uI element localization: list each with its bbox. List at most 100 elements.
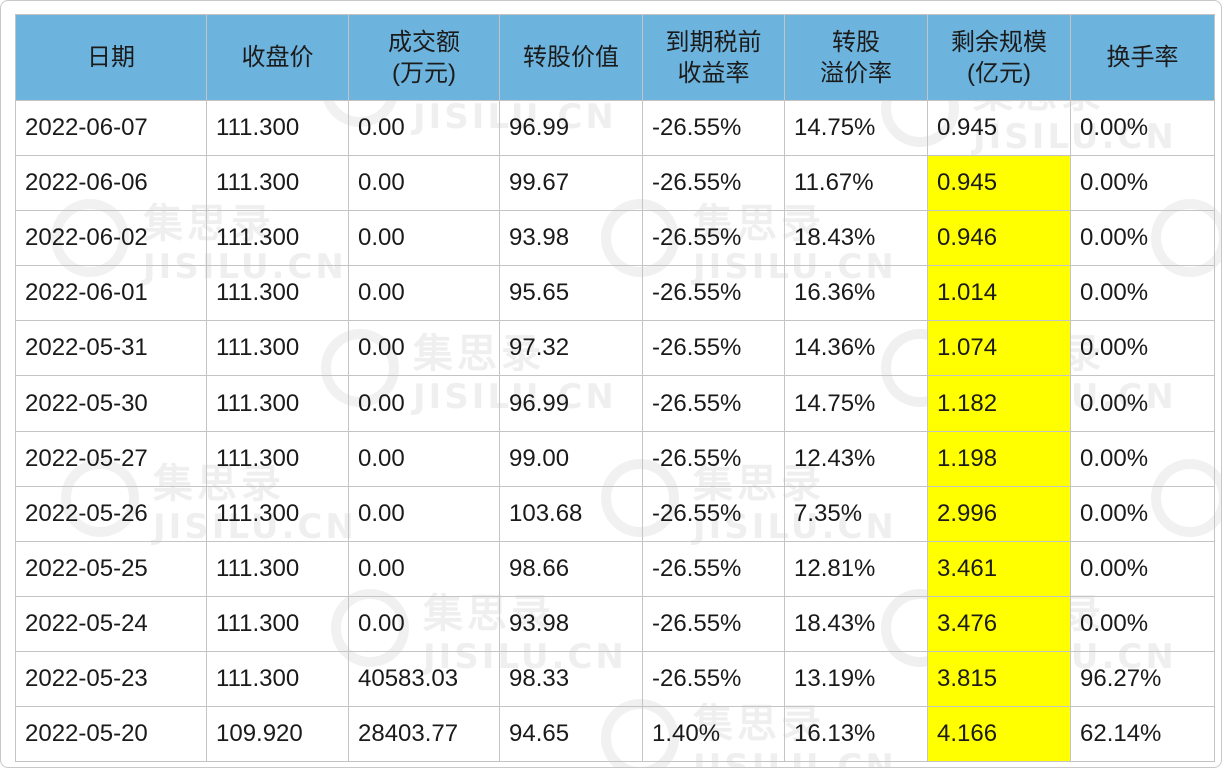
cell-turnover: 0.00% [1070,485,1215,542]
header-label-line1: 成交额 [388,28,460,56]
cell-ytm: -26.55% [642,265,785,322]
cell-premium: 14.75% [784,99,928,157]
header-label-line2: (万元) [392,59,456,87]
header-turnover[interactable]: 换手率 [1070,14,1215,101]
cell-volume: 28403.77 [348,706,500,763]
cell-close: 111.300 [206,210,349,267]
cell-conv-value: 94.65 [499,706,643,763]
cell-close: 111.300 [206,540,349,597]
cell-premium: 11.67% [784,155,928,212]
cell-turnover: 0.00% [1070,155,1215,212]
cell-date: 2022-05-31 [15,320,207,377]
cell-premium: 14.36% [784,320,928,377]
cell-ytm: -26.55% [642,375,785,432]
cell-close: 111.300 [206,155,349,212]
cell-premium: 12.43% [784,430,928,487]
cell-conv-value: 98.66 [499,540,643,597]
cell-turnover: 0.00% [1070,540,1215,597]
cell-volume: 0.00 [348,210,500,267]
cell-turnover: 0.00% [1070,265,1215,322]
cell-date: 2022-06-06 [15,155,207,212]
header-volume[interactable]: 成交额 (万元) [348,14,500,101]
cell-conv-value: 95.65 [499,265,643,322]
cell-date: 2022-06-07 [15,99,207,157]
cell-volume: 0.00 [348,540,500,597]
cell-premium: 18.43% [784,210,928,267]
cell-ytm: -26.55% [642,430,785,487]
cell-ytm: -26.55% [642,540,785,597]
cell-conv-value: 99.00 [499,430,643,487]
cell-date: 2022-05-30 [15,375,207,432]
cell-turnover: 0.00% [1070,210,1215,267]
cell-close: 109.920 [206,706,349,763]
cell-remaining: 0.945 [927,155,1071,212]
header-premium[interactable]: 转股 溢价率 [784,14,928,101]
header-label-line1: 转股价值 [523,44,619,71]
cell-volume: 0.00 [348,265,500,322]
cell-close: 111.300 [206,265,349,322]
cell-premium: 13.19% [784,650,928,708]
cell-premium: 18.43% [784,595,928,652]
cell-premium: 12.81% [784,540,928,597]
table-row: 2022-05-25 111.300 0.00 98.66 -26.55% 12.81% 3… [15,540,1215,597]
table-row: 2022-05-24 111.300 0.00 93.98 -26.55% 18.43% 3… [15,595,1215,652]
table-row: 2022-05-23 111.300 40583.03 98.33 -26.55% 13.… [15,650,1215,708]
cell-close: 111.300 [206,595,349,652]
cell-close: 111.300 [206,430,349,487]
bond-history-table: 日期 收盘价 成交额 (万元) 转股价值 到期税前 收益率 转股 溢价率 剩余规模 (亿元) 换手率 … [15,14,1215,763]
cell-conv-value: 103.68 [499,485,643,542]
cell-ytm: -26.55% [642,320,785,377]
cell-date: 2022-06-01 [15,265,207,322]
cell-conv-value: 93.98 [499,595,643,652]
header-label-line1: 收盘价 [241,44,314,71]
table-row: 2022-05-31 111.300 0.00 97.32 -26.55% 14.36% 1… [15,320,1215,377]
cell-conv-value: 97.32 [499,320,643,377]
cell-conv-value: 96.99 [499,375,643,432]
cell-remaining: 0.946 [927,210,1071,267]
cell-remaining: 3.815 [927,650,1071,708]
header-conv-value[interactable]: 转股价值 [499,14,643,101]
cell-turnover: 0.00% [1070,375,1215,432]
cell-remaining: 1.074 [927,320,1071,377]
cell-remaining: 2.996 [927,485,1071,542]
cell-close: 111.300 [206,485,349,542]
table-row: 2022-05-26 111.300 0.00 103.68 -26.55% 7.35% 2… [15,485,1215,542]
table-body: 2022-06-07 111.300 0.00 96.99 -26.55% 14.75% 0… [15,99,1215,763]
cell-volume: 0.00 [348,375,500,432]
cell-close: 111.300 [206,375,349,432]
cell-date: 2022-05-20 [15,706,207,763]
cell-premium: 16.13% [784,706,928,763]
cell-date: 2022-05-26 [15,485,207,542]
cell-turnover: 0.00% [1070,99,1215,157]
cell-turnover: 0.00% [1070,320,1215,377]
table-row: 2022-05-20 109.920 28403.77 94.65 1.40% 16.13… [15,706,1215,763]
cell-remaining: 3.461 [927,540,1071,597]
cell-volume: 40583.03 [348,650,500,708]
header-ytm[interactable]: 到期税前 收益率 [642,14,785,101]
header-remaining[interactable]: 剩余规模 (亿元) [927,14,1071,101]
cell-volume: 0.00 [348,595,500,652]
cell-remaining: 4.166 [927,706,1071,763]
cell-ytm: -26.55% [642,650,785,708]
header-close[interactable]: 收盘价 [206,14,349,101]
cell-premium: 16.36% [784,265,928,322]
cell-remaining: 3.476 [927,595,1071,652]
cell-remaining: 0.945 [927,99,1071,157]
header-date[interactable]: 日期 [15,14,207,101]
header-label-line1: 换手率 [1106,44,1179,71]
cell-volume: 0.00 [348,155,500,212]
cell-turnover: 96.27% [1070,650,1215,708]
cell-date: 2022-05-25 [15,540,207,597]
cell-turnover: 0.00% [1070,595,1215,652]
cell-volume: 0.00 [348,430,500,487]
table-header-row: 日期 收盘价 成交额 (万元) 转股价值 到期税前 收益率 转股 溢价率 剩余规模 (亿元) 换手率 [15,14,1215,101]
cell-premium: 14.75% [784,375,928,432]
table-row: 2022-06-02 111.300 0.00 93.98 -26.55% 18.43% 0… [15,210,1215,267]
cell-date: 2022-05-27 [15,430,207,487]
table-row: 2022-05-27 111.300 0.00 99.00 -26.55% 12.43% 1… [15,430,1215,487]
cell-volume: 0.00 [348,320,500,377]
header-label-line2: (亿元) [967,59,1031,87]
cell-close: 111.300 [206,650,349,708]
cell-date: 2022-05-23 [15,650,207,708]
